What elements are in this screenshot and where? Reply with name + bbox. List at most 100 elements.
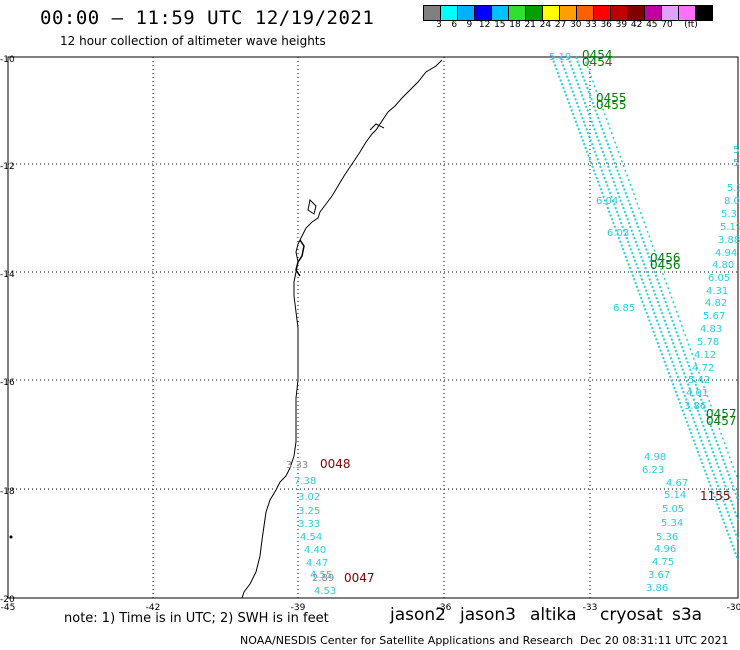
pass-time-label: 0455: [596, 98, 627, 112]
wave-height-value: 3.33: [286, 460, 308, 471]
wave-height-value: 4.80: [712, 260, 734, 271]
wave-height-value: 6.04: [596, 196, 618, 207]
color-scale-tick-label: 12: [478, 20, 491, 30]
color-scale-tick-label: 21: [524, 20, 536, 30]
legend-altika: altika: [530, 605, 577, 625]
wave-height-value: 4.55: [310, 570, 332, 581]
legend-jason2: jason2: [390, 605, 446, 625]
chart-title: 00:00 – 11:59 UTC 12/19/2021: [40, 7, 375, 29]
coastline-island: [307, 198, 317, 215]
color-scale-tick-label: 39: [615, 20, 628, 30]
wave-height-value: 4.67: [666, 478, 688, 489]
wave-height-value: 3.86: [646, 583, 668, 594]
color-scale-tick-label: 15: [494, 20, 506, 30]
wave-height-value: 5.34: [661, 518, 683, 529]
wave-height-value: 6.23: [642, 465, 664, 476]
color-swatch: [695, 5, 713, 21]
color-scale-tick-label: 27: [554, 20, 567, 30]
coastline-inlet: [369, 123, 385, 131]
wave-height-value: 4.72: [692, 363, 714, 374]
color-scale-tick-label: 42: [630, 20, 643, 30]
wave-height-value: 6.05: [708, 273, 730, 284]
wave-height-value: 7.38: [294, 476, 316, 487]
color-scale-tick-label: 18: [509, 20, 521, 30]
x-tick-label: -42: [146, 603, 161, 613]
y-tick-label: -18: [0, 487, 15, 497]
y-tick-label: -20: [0, 595, 15, 605]
timestamp-text: Dec 20 08:31:11 UTC 2021: [580, 634, 729, 647]
wave-height-value: 4.01: [686, 388, 708, 399]
x-tick-label: -45: [1, 603, 16, 613]
pass-time-label: 0457: [706, 414, 737, 428]
wave-height-value: 5.05: [662, 504, 684, 515]
credit-text: NOAA/NESDIS Center for Satellite Applica…: [240, 634, 574, 647]
wave-height-value: 3.67: [648, 570, 670, 581]
wave-height-value: 5.3: [721, 209, 737, 220]
track-line: [583, 56, 739, 481]
coastline-bay: [295, 239, 305, 277]
track-line: [551, 56, 739, 561]
track-line: [559, 56, 739, 541]
color-scale-unit: (ft): [684, 20, 698, 30]
color-scale-bar: [423, 5, 713, 21]
y-tick-label: -16: [0, 378, 15, 388]
pass-time-label: 1155: [700, 489, 731, 503]
pass-time-label: 0048: [320, 457, 351, 471]
color-scale-tick-label: 3: [436, 20, 442, 30]
wave-height-value: 2.89: [312, 573, 334, 584]
wave-height-value: 3.25: [298, 506, 320, 517]
y-tick-label: -12: [0, 162, 15, 172]
wave-height-value: 4.31: [706, 286, 728, 297]
footer-note: note: 1) Time is in UTC; 2) SWH is in fe…: [64, 611, 329, 626]
color-scale-tick-label: 33: [585, 20, 597, 30]
pass-time-label: 0457: [706, 407, 737, 421]
pass-time-label: 0456: [650, 258, 681, 272]
wave-height-value: 3.02: [298, 492, 320, 503]
color-scale-tick-label: 30: [570, 20, 582, 30]
pass-time-label: 0456: [650, 251, 681, 265]
wave-height-value: 4.96: [654, 544, 676, 555]
wave-height-value: 5.67: [703, 311, 725, 322]
wave-height-value: 5.3: [727, 183, 740, 194]
wave-height-value: 5.42: [688, 375, 710, 386]
wave-height-value: 4.75: [652, 557, 674, 568]
x-tick-label: -39: [291, 603, 306, 613]
wave-height-value: 4.82: [705, 298, 727, 309]
wave-height-value: 8.0: [724, 196, 740, 207]
y-tick-label: -10: [0, 55, 15, 65]
legend-s3a: s3a: [672, 605, 703, 625]
color-scale-tick-label: 6: [451, 20, 458, 30]
wave-height-value: 5.78: [697, 337, 719, 348]
wave-height-value: 6.03: [607, 228, 629, 239]
wave-height-value: 4.83: [700, 324, 722, 335]
wave-height-value: 3.86: [684, 401, 706, 412]
wave-height-value: 4.94: [715, 248, 737, 259]
wave-height-value: 5.19: [549, 52, 571, 63]
color-scale-tick-label: 70: [661, 20, 673, 30]
x-tick-label: -33: [583, 603, 598, 613]
color-scale-tick-label: 45: [646, 20, 658, 30]
wave-height-value: 5: [733, 158, 739, 169]
wave-height-value: 6.85: [613, 303, 635, 314]
wave-height-value: 4.53: [314, 586, 336, 597]
wave-height-value: 4.47: [306, 558, 328, 569]
pass-time-label: 0454: [582, 55, 613, 69]
y-tick-label: -14: [0, 270, 15, 280]
wave-height-value: 3.88: [718, 235, 740, 246]
coastline: [241, 59, 443, 599]
pass-time-label: 0455: [596, 91, 627, 105]
island-dot: [9, 535, 13, 539]
wave-height-value: 4.54: [300, 532, 322, 543]
pass-time-label: 0047: [344, 571, 375, 585]
legend-jason3: jason3: [460, 605, 516, 625]
wave-height-value: 4.40: [304, 545, 326, 556]
wave-height-value: 4.98: [644, 452, 666, 463]
color-scale-tick-label: 9: [466, 20, 473, 30]
chart-subtitle: 12 hour collection of altimeter wave hei…: [60, 34, 326, 48]
wave-height-value: 5.19: [720, 222, 740, 233]
track-line: [575, 56, 739, 501]
wave-height-value: 3.33: [298, 519, 320, 530]
color-scale-tick-label: 24: [539, 20, 552, 30]
x-tick-label: -36: [437, 603, 452, 613]
wave-height-value: 5: [733, 145, 739, 156]
